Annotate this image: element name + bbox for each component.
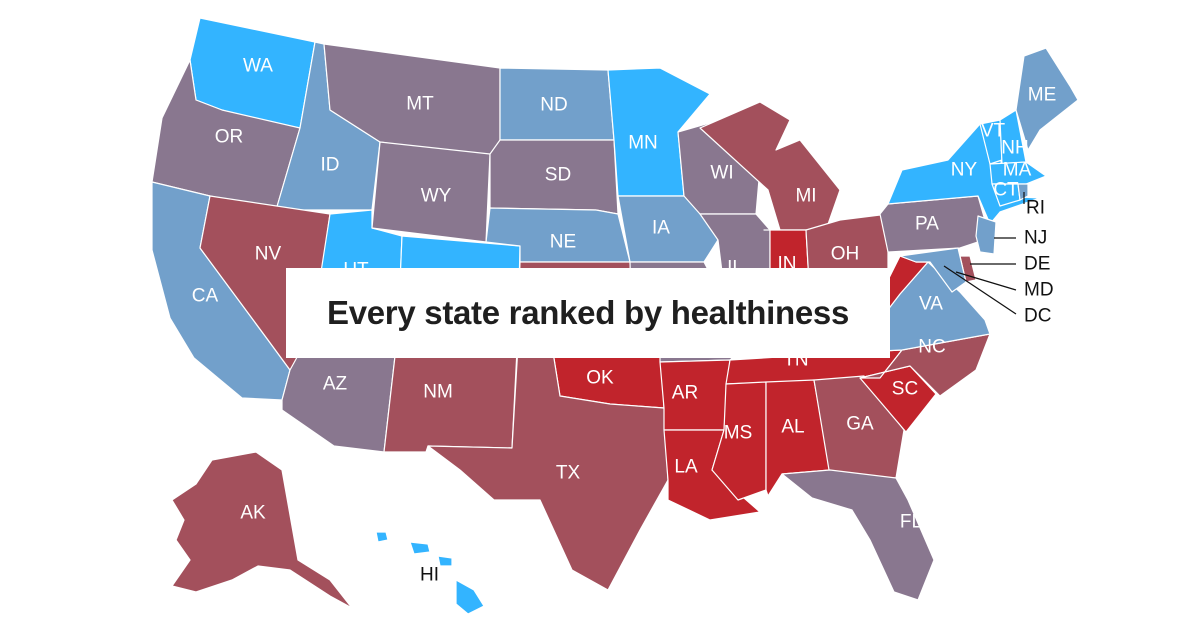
label-de: DE [1024,254,1050,275]
label-mi: MI [795,186,816,207]
label-la: LA [674,457,698,478]
label-nc: NC [918,337,945,358]
state-nj[interactable] [975,215,997,255]
label-ar: AR [672,383,698,404]
label-oh: OH [831,244,860,265]
state-tx[interactable] [427,345,669,591]
label-ak: AK [240,503,266,524]
label-dc: DC [1024,306,1051,327]
title-banner: Every state ranked by healthiness [286,268,890,358]
label-id: ID [321,155,340,176]
label-al: AL [781,417,804,438]
label-tx: TX [556,463,581,484]
state-labels: WAORCAIDNVUTAZMTWYNMNDSDNEOKTXMNIAARLAWI… [192,56,1056,586]
label-ca: CA [192,286,219,307]
state-me[interactable] [1015,47,1079,151]
leader-lines [943,192,1025,315]
label-ga: GA [846,414,874,435]
label-ct: CT [993,180,1019,201]
label-nv: NV [255,244,282,265]
label-nj: NJ [1024,228,1047,249]
label-ms: MS [724,423,753,444]
label-nd: ND [540,95,567,116]
label-fl: FL [900,512,922,533]
label-mt: MT [406,94,434,115]
label-or: OR [215,127,244,148]
label-vt: VT [981,121,1006,142]
label-ri: RI [1026,198,1045,219]
label-wi: WI [710,163,733,184]
label-ia: IA [652,218,670,239]
label-az: AZ [323,374,348,395]
label-hi: HI [420,565,439,586]
label-ne: NE [550,232,576,253]
label-ma: MA [1003,160,1032,181]
label-ny: NY [951,160,978,181]
label-me: ME [1028,85,1057,106]
label-sd: SD [545,165,571,186]
state-hi[interactable] [375,531,485,615]
state-mi[interactable] [699,101,841,231]
label-wy: WY [421,186,452,207]
label-nh: NH [1001,138,1028,159]
state-md[interactable] [899,247,967,293]
label-sc: SC [892,379,918,400]
page-title: Every state ranked by healthiness [326,294,850,331]
label-mn: MN [628,133,658,154]
state-ma[interactable] [989,161,1047,185]
state-fl[interactable] [781,469,935,601]
label-va: VA [919,294,943,315]
label-ok: OK [586,368,614,389]
label-nm: NM [423,382,453,403]
label-wa: WA [243,56,273,77]
state-ak[interactable] [171,451,353,609]
label-pa: PA [915,214,939,235]
label-md: MD [1024,280,1054,301]
state-ri[interactable] [1017,183,1029,201]
